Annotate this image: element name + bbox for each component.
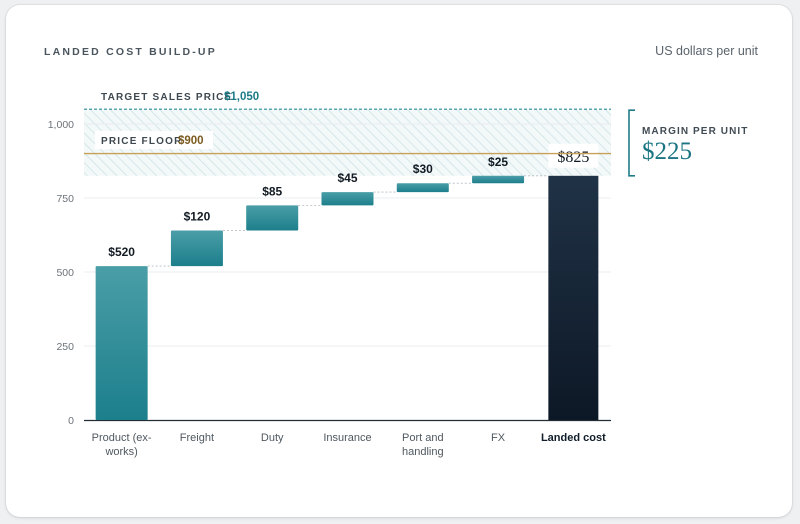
y-tick-label: 500 [56, 267, 74, 279]
target-price-label: TARGET SALES PRICE [101, 92, 232, 103]
target-price-value: $1,050 [224, 91, 259, 103]
bar-value-label: $85 [262, 184, 282, 198]
bar-value-label: $30 [413, 162, 433, 176]
bar-value-label: $25 [488, 155, 508, 169]
margin-bracket [628, 109, 635, 177]
x-category-label: Freight [180, 432, 214, 444]
y-tick-label: 0 [68, 415, 74, 427]
x-category-label: Duty [261, 432, 284, 444]
y-tick-label: 1,000 [48, 119, 74, 131]
price-floor-label-backdrop [95, 131, 213, 149]
bar-step [321, 192, 374, 206]
chart-title: LANDED COST BUILD-UP [44, 46, 217, 58]
bar-step [170, 230, 223, 267]
chart-card [6, 5, 792, 517]
x-category-label: FX [491, 432, 506, 444]
x-category-label: Port and [402, 432, 444, 444]
x-category-label: handling [402, 446, 444, 458]
total-value-backdrop [548, 143, 599, 168]
margin-value: $225 [642, 138, 692, 165]
x-category-label: Product (ex- [92, 432, 152, 444]
bar-step [246, 205, 299, 231]
bar-value-label: $520 [108, 245, 135, 259]
price-floor-label: PRICE FLOOR [101, 136, 183, 147]
x-category-label: Insurance [323, 432, 371, 444]
x-category-label: works) [104, 446, 137, 458]
bar-step [396, 183, 449, 193]
total-value-label: $825 [557, 149, 589, 166]
y-tick-label: 750 [56, 193, 74, 205]
unit-label: US dollars per unit [655, 44, 758, 58]
bar-step [95, 266, 148, 420]
price-floor-value: $900 [178, 135, 204, 147]
margin-label: MARGIN PER UNIT [642, 126, 749, 137]
bar-value-label: $120 [184, 210, 211, 224]
bar-step [472, 175, 525, 184]
bar-value-label: $45 [337, 171, 357, 185]
x-category-label-total: Landed cost [541, 432, 606, 444]
y-tick-label: 250 [56, 341, 74, 353]
bar-total [548, 175, 599, 420]
